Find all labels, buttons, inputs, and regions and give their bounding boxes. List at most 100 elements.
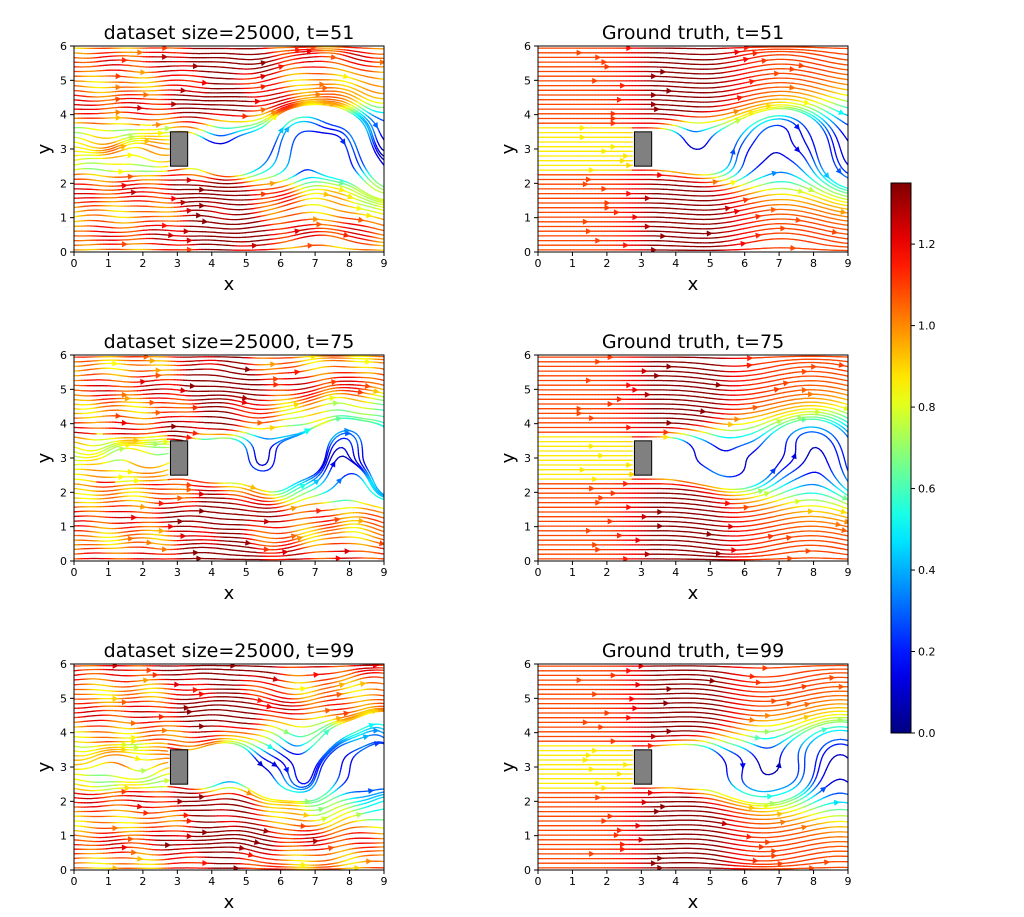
x-tick-label: 0	[71, 257, 78, 270]
x-tick-label: 1	[569, 875, 576, 888]
y-tick-label: 0	[60, 246, 67, 259]
x-tick-label: 4	[208, 566, 215, 579]
x-tick-label: 7	[776, 257, 783, 270]
x-tick-label: 1	[569, 257, 576, 270]
x-tick-label: 4	[672, 875, 679, 888]
colorbar-tick-label: 0.2	[918, 646, 936, 659]
x-tick-label: 8	[810, 566, 817, 579]
x-tick-label: 6	[741, 566, 748, 579]
y-tick-label: 3	[60, 143, 67, 156]
x-tick-label: 1	[569, 566, 576, 579]
x-axis-label: x	[688, 892, 699, 913]
x-tick-label: 0	[71, 875, 78, 888]
panel-2: 0 1 2 3 4 5 6 7 8 9 0 1 2 3 4 5 6 Ground truth, t=51 x y	[498, 22, 852, 295]
y-tick-label: 5	[60, 74, 67, 87]
x-tick-label: 8	[346, 257, 353, 270]
panel-title: dataset size=25000, t=75	[104, 331, 355, 353]
panel-title: dataset size=25000, t=99	[104, 640, 355, 662]
x-tick-label: 5	[707, 257, 714, 270]
x-tick-label: 7	[312, 257, 319, 270]
obstacle	[633, 749, 653, 785]
y-tick-label: 4	[60, 109, 67, 122]
y-tick-label: 6	[524, 40, 531, 53]
y-tick-label: 6	[60, 349, 67, 362]
y-tick-label: 4	[524, 109, 531, 122]
obstacle	[633, 440, 653, 476]
y-tick-label: 6	[524, 349, 531, 362]
x-tick-label: 9	[845, 875, 852, 888]
y-tick-label: 2	[524, 177, 531, 190]
y-tick-label: 3	[60, 761, 67, 774]
x-tick-label: 2	[139, 257, 146, 270]
x-tick-label: 2	[603, 566, 610, 579]
stream-arrows	[576, 664, 845, 870]
stream-arrows	[112, 664, 381, 870]
x-tick-label: 0	[535, 257, 542, 270]
y-tick-label: 4	[524, 418, 531, 431]
y-tick-label: 2	[60, 795, 67, 808]
y-tick-label: 2	[524, 795, 531, 808]
y-tick-label: 4	[524, 727, 531, 740]
x-tick-label: 6	[277, 875, 284, 888]
x-tick-label: 3	[638, 875, 645, 888]
y-tick-label: 1	[524, 521, 531, 534]
x-tick-label: 3	[174, 875, 181, 888]
x-tick-label: 6	[741, 875, 748, 888]
y-axis-label: y	[34, 452, 55, 463]
y-tick-label: 5	[524, 74, 531, 87]
x-axis-label: x	[224, 274, 235, 295]
x-tick-label: 3	[638, 257, 645, 270]
x-tick-label: 4	[672, 566, 679, 579]
stream-arrows	[115, 46, 384, 252]
panel-title: dataset size=25000, t=51	[104, 22, 355, 44]
y-tick-label: 2	[524, 486, 531, 499]
colorbar-tick-label: 0.4	[918, 564, 936, 577]
x-axis-label: x	[224, 583, 235, 604]
y-tick-label: 4	[60, 418, 67, 431]
y-tick-label: 5	[524, 383, 531, 396]
y-axis-label: y	[34, 143, 55, 154]
streamlines	[74, 664, 384, 870]
obstacle	[633, 131, 653, 167]
x-tick-label: 9	[845, 257, 852, 270]
x-tick-label: 7	[776, 566, 783, 579]
x-tick-label: 1	[105, 257, 112, 270]
obstacle	[169, 749, 189, 785]
y-axis-label: y	[34, 761, 55, 772]
x-tick-label: 6	[277, 566, 284, 579]
colorbar-tick-label: 0.8	[918, 401, 936, 414]
y-tick-label: 2	[60, 486, 67, 499]
x-tick-label: 9	[845, 566, 852, 579]
x-tick-label: 9	[381, 257, 388, 270]
x-tick-label: 5	[243, 257, 250, 270]
y-tick-label: 0	[524, 864, 531, 877]
x-tick-label: 3	[638, 566, 645, 579]
panel-5: 0 1 2 3 4 5 6 7 8 9 0 1 2 3 4 5 6 dataset size=25000, t=9…	[34, 640, 388, 913]
x-tick-label: 0	[535, 566, 542, 579]
streamlines	[74, 355, 384, 561]
y-tick-label: 6	[60, 658, 67, 671]
y-tick-label: 6	[524, 658, 531, 671]
colorbar: 0.0 0.2 0.4 0.6 0.8 1.0 1.2	[890, 182, 936, 740]
y-tick-label: 3	[524, 452, 531, 465]
x-tick-label: 6	[741, 257, 748, 270]
y-tick-label: 3	[60, 452, 67, 465]
x-tick-label: 9	[381, 875, 388, 888]
colorbar-gradient	[890, 182, 912, 734]
x-tick-label: 8	[346, 566, 353, 579]
y-tick-label: 0	[60, 555, 67, 568]
y-tick-label: 0	[60, 864, 67, 877]
streamlines	[74, 46, 384, 251]
panel-title: Ground truth, t=99	[602, 640, 784, 662]
x-tick-label: 2	[603, 875, 610, 888]
y-tick-label: 5	[60, 383, 67, 396]
x-tick-label: 3	[174, 257, 181, 270]
streamlines	[538, 355, 848, 561]
y-tick-label: 1	[60, 521, 67, 534]
y-tick-label: 3	[524, 761, 531, 774]
x-tick-label: 2	[139, 875, 146, 888]
obstacle	[169, 440, 189, 476]
y-tick-label: 0	[524, 555, 531, 568]
y-axis-label: y	[498, 761, 519, 772]
panel-3: 0 1 2 3 4 5 6 7 8 9 0 1 2 3 4 5 6 dataset size=25000, t=7…	[34, 331, 388, 604]
